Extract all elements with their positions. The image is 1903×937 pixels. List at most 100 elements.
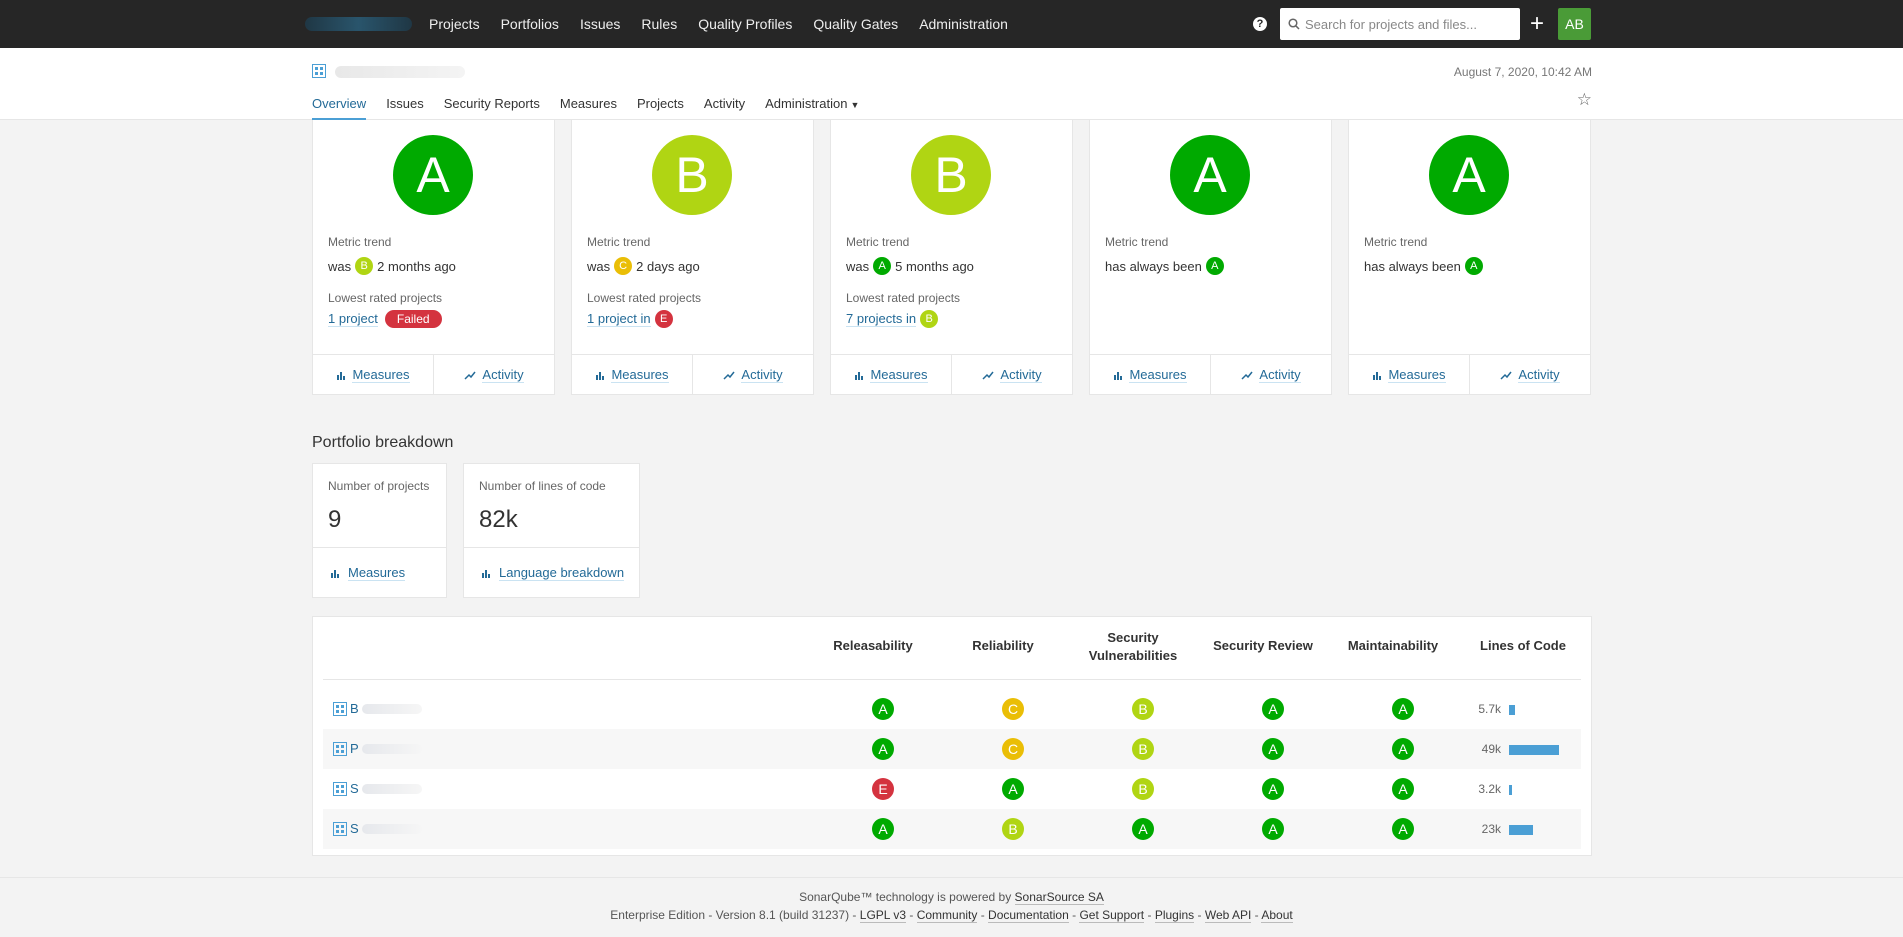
tab-measures[interactable]: Measures [559,96,617,111]
measures-button[interactable]: Measures [313,355,433,394]
caret-down-icon: ▼ [850,100,860,110]
search-input[interactable] [1305,8,1515,40]
tab-administration[interactable]: Administration ▼ [765,96,859,120]
projects-measures-link: Measures [348,564,406,581]
measures-button[interactable]: Measures [831,355,951,394]
footer-link-community[interactable]: Community [916,908,978,923]
tab-activity[interactable]: Activity [703,96,746,111]
portfolio-breakdown-title: Portfolio breakdown [312,434,454,451]
measures-button[interactable]: Measures [572,355,692,394]
avatar[interactable]: AB [1558,8,1591,40]
activity-button[interactable]: Activity [1469,355,1590,394]
footer-link-documentation[interactable]: Documentation [988,908,1069,923]
activity-link: Activity [482,366,524,383]
lowest-rated-link[interactable]: 1 project [328,311,378,327]
lowest-rated-link[interactable]: 7 projects in [846,311,917,327]
nav-rules[interactable]: Rules [641,16,678,32]
sonarqube-logo[interactable] [305,17,412,31]
trend-icon [464,371,476,380]
security-rating[interactable]: B [1132,778,1154,800]
footer-sonarsource-link[interactable]: SonarSource SA [1014,890,1104,905]
col-lines-of-code[interactable]: Lines of Code [1480,638,1566,653]
lines-of-code-value[interactable]: 49k [1481,742,1501,756]
card-footer: Measures Activity [572,354,813,394]
card-footer: Measures Activity [1349,354,1590,394]
reliability-rating[interactable]: C [1002,698,1024,720]
table-row: P A C B A A 49k [323,729,1581,769]
security-rating[interactable]: A [1132,818,1154,840]
lowest-rated-in: in [906,311,917,326]
reliability-rating[interactable]: A [1002,778,1024,800]
activity-button[interactable]: Activity [692,355,813,394]
tab-overview[interactable]: Overview [312,96,367,121]
tab-issues[interactable]: Issues [386,96,424,111]
lowest-rated-link[interactable]: 1 project in [587,311,651,327]
lowest-rated-count: 1 project [587,311,637,326]
security-rating[interactable]: B [1132,738,1154,760]
lines-of-code-value[interactable]: 5.7k [1478,702,1501,716]
activity-button[interactable]: Activity [433,355,554,394]
plus-icon[interactable]: + [1530,10,1545,37]
project-name[interactable]: P [333,741,422,756]
maintainability-rating[interactable]: A [1392,698,1414,720]
nav-issues[interactable]: Issues [579,16,621,32]
review-rating[interactable]: A [1262,818,1284,840]
help-icon[interactable]: ? [1253,17,1267,31]
col-reliability[interactable]: Reliability [972,638,1034,653]
tab-security-reports[interactable]: Security Reports [443,96,540,111]
maintainability-rating[interactable]: A [1392,738,1414,760]
security-rating[interactable]: B [1132,698,1154,720]
review-rating[interactable]: A [1262,738,1284,760]
measures-button[interactable]: Measures [1349,355,1469,394]
footer-link-about[interactable]: About [1261,908,1293,923]
lowest-rated: 7 projects in B [846,310,939,328]
projects-measures-button[interactable]: Measures [313,547,446,597]
nav-quality-gates[interactable]: Quality Gates [813,16,899,32]
footer-link-web-api[interactable]: Web API [1204,908,1252,923]
language-breakdown-button[interactable]: Language breakdown [464,547,639,597]
star-icon[interactable]: ☆ [1576,90,1592,109]
nav-quality-profiles[interactable]: Quality Profiles [698,16,793,32]
project-name[interactable]: S [333,821,422,836]
releasability-rating[interactable]: A [872,738,894,760]
lines-of-code-value[interactable]: 3.2k [1478,782,1501,796]
releasability-rating[interactable]: A [872,698,894,720]
activity-button[interactable]: Activity [1210,355,1331,394]
nav-projects[interactable]: Projects [429,16,480,32]
project-icon [333,821,347,836]
activity-link: Activity [1000,366,1042,383]
reliability-rating[interactable]: B [1002,818,1024,840]
measures-button[interactable]: Measures [1090,355,1210,394]
col-releasability[interactable]: Releasability [833,638,913,653]
reliability-rating[interactable]: C [1002,738,1024,760]
review-rating[interactable]: A [1262,778,1284,800]
footer-link-plugins[interactable]: Plugins [1154,908,1195,923]
bar-chart-icon [855,371,864,380]
maintainability-rating[interactable]: A [1392,778,1414,800]
maintainability-rating[interactable]: A [1392,818,1414,840]
component-name-redacted [335,66,465,78]
rating-card-reliability: B Metric trend was C 2 days ago Lowest r… [571,120,814,395]
col-maintainability[interactable]: Maintainability [1347,638,1439,653]
header-divider [323,679,1581,680]
col-security-vulnerabilities[interactable]: Security Vulnerabilities [1078,629,1188,665]
activity-link: Activity [1259,366,1301,383]
activity-button[interactable]: Activity [951,355,1072,394]
nav-administration[interactable]: Administration [919,16,1008,32]
review-rating[interactable]: A [1262,698,1284,720]
project-name[interactable]: B [333,701,422,716]
nav-portfolios[interactable]: Portfolios [500,16,559,32]
activity-link: Activity [1518,366,1560,383]
portfolio-icon [312,64,326,78]
lowest-rated: 1 project Failed [328,310,442,328]
footer-link-lgpl[interactable]: LGPL v3 [859,908,907,923]
releasability-rating[interactable]: E [872,778,894,800]
lines-of-code-value[interactable]: 23k [1481,822,1501,836]
metric-trend: has always been A [1364,257,1483,275]
col-security-review[interactable]: Security Review [1213,638,1313,653]
footer-link-get-support[interactable]: Get Support [1079,908,1145,923]
tab-projects[interactable]: Projects [636,96,684,111]
releasability-rating[interactable]: A [872,818,894,840]
project-name[interactable]: S [333,781,422,796]
lowest-rating: B [920,310,939,328]
